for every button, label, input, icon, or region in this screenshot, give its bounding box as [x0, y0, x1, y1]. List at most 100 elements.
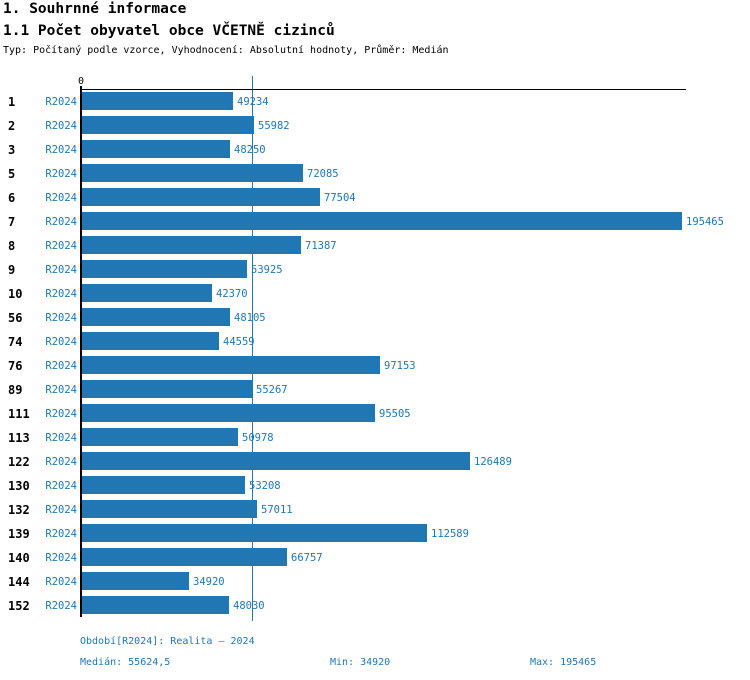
bar-value: 57011	[261, 504, 293, 516]
row-label: 140	[8, 551, 30, 565]
row-label: 9	[8, 263, 16, 277]
y-axis-line	[80, 86, 82, 617]
row-label: 111	[8, 407, 30, 421]
series-label: R2024	[45, 456, 77, 468]
series-label: R2024	[45, 336, 77, 348]
footer-period: Období[R2024]: Realita – 2024	[80, 636, 255, 647]
series-label: R2024	[45, 240, 77, 252]
bar	[82, 356, 380, 374]
bar-value: 34920	[193, 576, 225, 588]
row-label: 130	[8, 479, 30, 493]
section-title: 1.1 Počet obyvatel obce VČETNĚ cizinců	[3, 23, 335, 39]
bar	[82, 548, 287, 566]
bar-value: 97153	[384, 360, 416, 372]
row-label: 10	[8, 287, 23, 301]
series-label: R2024	[45, 120, 77, 132]
row-label: 113	[8, 431, 30, 445]
bar	[82, 476, 245, 494]
bar	[82, 452, 470, 470]
series-label: R2024	[45, 96, 77, 108]
row-label: 3	[8, 143, 16, 157]
bar	[82, 596, 229, 614]
row-label: 122	[8, 455, 30, 469]
row-label: 6	[8, 191, 16, 205]
bar-value: 53208	[249, 480, 281, 492]
page-title: 1. Souhrnné informace	[3, 1, 187, 17]
series-label: R2024	[45, 216, 77, 228]
series-label: R2024	[45, 144, 77, 156]
footer-max: Max: 195465	[530, 657, 597, 668]
axis-zero-label: 0	[77, 76, 85, 87]
row-label: 56	[8, 311, 23, 325]
bar-value: 66757	[291, 552, 323, 564]
bar-value: 95505	[379, 408, 411, 420]
series-label: R2024	[45, 168, 77, 180]
series-label: R2024	[45, 480, 77, 492]
bar	[82, 116, 254, 134]
series-label: R2024	[45, 600, 77, 612]
bar	[82, 92, 233, 110]
row-label: 89	[8, 383, 23, 397]
bar	[82, 308, 230, 326]
bar-value: 49234	[237, 96, 269, 108]
bar-value: 195465	[686, 216, 724, 228]
series-label: R2024	[45, 312, 77, 324]
footer-median: Medián: 55624,5	[80, 657, 171, 668]
bar-value: 55267	[256, 384, 288, 396]
series-label: R2024	[45, 192, 77, 204]
bar	[82, 404, 375, 422]
bar-value: 53925	[251, 264, 283, 276]
bar	[82, 332, 219, 350]
bar-value: 126489	[474, 456, 512, 468]
bar	[82, 236, 301, 254]
row-label: 8	[8, 239, 16, 253]
series-label: R2024	[45, 288, 77, 300]
bar-value: 71387	[305, 240, 337, 252]
series-label: R2024	[45, 408, 77, 420]
bar-value: 42370	[216, 288, 248, 300]
row-label: 7	[8, 215, 16, 229]
bar	[82, 572, 189, 590]
series-label: R2024	[45, 360, 77, 372]
row-label: 139	[8, 527, 30, 541]
bar	[82, 284, 212, 302]
bar	[82, 380, 252, 398]
row-label: 152	[8, 599, 30, 613]
bar-value: 77504	[324, 192, 356, 204]
bar-value: 55982	[258, 120, 290, 132]
median-line	[252, 76, 253, 621]
bar	[82, 260, 247, 278]
series-label: R2024	[45, 384, 77, 396]
row-label: 74	[8, 335, 23, 349]
bar	[82, 212, 682, 230]
bar-value: 112589	[431, 528, 469, 540]
bar-value: 48030	[233, 600, 265, 612]
bar-value: 72085	[307, 168, 339, 180]
chart-meta-line: Typ: Počítaný podle vzorce, Vyhodnocení:…	[3, 45, 449, 56]
row-label: 5	[8, 167, 16, 181]
series-label: R2024	[45, 576, 77, 588]
bar	[82, 164, 303, 182]
x-axis-line	[81, 89, 686, 90]
row-label: 1	[8, 95, 16, 109]
bar-value: 44559	[223, 336, 255, 348]
series-label: R2024	[45, 552, 77, 564]
bar-value: 48105	[234, 312, 266, 324]
bar	[82, 188, 320, 206]
row-label: 76	[8, 359, 23, 373]
row-label: 144	[8, 575, 30, 589]
series-label: R2024	[45, 528, 77, 540]
bar	[82, 500, 257, 518]
row-label: 2	[8, 119, 16, 133]
series-label: R2024	[45, 504, 77, 516]
bar-value: 50978	[242, 432, 274, 444]
bar-value: 48250	[234, 144, 266, 156]
footer-min: Min: 34920	[330, 657, 391, 668]
series-label: R2024	[45, 432, 77, 444]
row-label: 132	[8, 503, 30, 517]
bar	[82, 428, 238, 446]
series-label: R2024	[45, 264, 77, 276]
bar	[82, 524, 427, 542]
bar	[82, 140, 230, 158]
